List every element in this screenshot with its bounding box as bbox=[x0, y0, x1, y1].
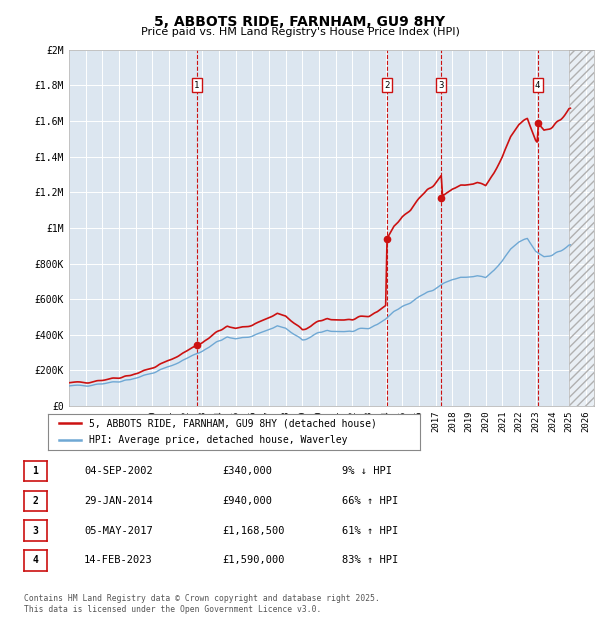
Text: 2: 2 bbox=[385, 81, 390, 90]
Text: £1,168,500: £1,168,500 bbox=[222, 526, 284, 536]
Text: 66% ↑ HPI: 66% ↑ HPI bbox=[342, 496, 398, 506]
Text: 04-SEP-2002: 04-SEP-2002 bbox=[84, 466, 153, 476]
Text: 5, ABBOTS RIDE, FARNHAM, GU9 8HY (detached house): 5, ABBOTS RIDE, FARNHAM, GU9 8HY (detach… bbox=[89, 418, 377, 428]
Text: 3: 3 bbox=[32, 526, 38, 536]
Text: £940,000: £940,000 bbox=[222, 496, 272, 506]
Text: 83% ↑ HPI: 83% ↑ HPI bbox=[342, 556, 398, 565]
Text: 9% ↓ HPI: 9% ↓ HPI bbox=[342, 466, 392, 476]
Text: HPI: Average price, detached house, Waverley: HPI: Average price, detached house, Wave… bbox=[89, 435, 347, 445]
Text: Contains HM Land Registry data © Crown copyright and database right 2025.
This d: Contains HM Land Registry data © Crown c… bbox=[24, 595, 380, 614]
Text: 4: 4 bbox=[535, 81, 541, 90]
Text: 1: 1 bbox=[194, 81, 200, 90]
Bar bbox=[569, 50, 594, 406]
Text: 4: 4 bbox=[32, 556, 38, 565]
Text: £1,590,000: £1,590,000 bbox=[222, 556, 284, 565]
Text: 29-JAN-2014: 29-JAN-2014 bbox=[84, 496, 153, 506]
Text: Price paid vs. HM Land Registry's House Price Index (HPI): Price paid vs. HM Land Registry's House … bbox=[140, 27, 460, 37]
Text: 2: 2 bbox=[32, 496, 38, 506]
Text: 3: 3 bbox=[439, 81, 444, 90]
Text: 05-MAY-2017: 05-MAY-2017 bbox=[84, 526, 153, 536]
Text: £340,000: £340,000 bbox=[222, 466, 272, 476]
Bar bbox=[569, 50, 594, 406]
Text: 1: 1 bbox=[32, 466, 38, 476]
Text: 61% ↑ HPI: 61% ↑ HPI bbox=[342, 526, 398, 536]
Text: 5, ABBOTS RIDE, FARNHAM, GU9 8HY: 5, ABBOTS RIDE, FARNHAM, GU9 8HY bbox=[154, 16, 446, 30]
Text: 14-FEB-2023: 14-FEB-2023 bbox=[84, 556, 153, 565]
